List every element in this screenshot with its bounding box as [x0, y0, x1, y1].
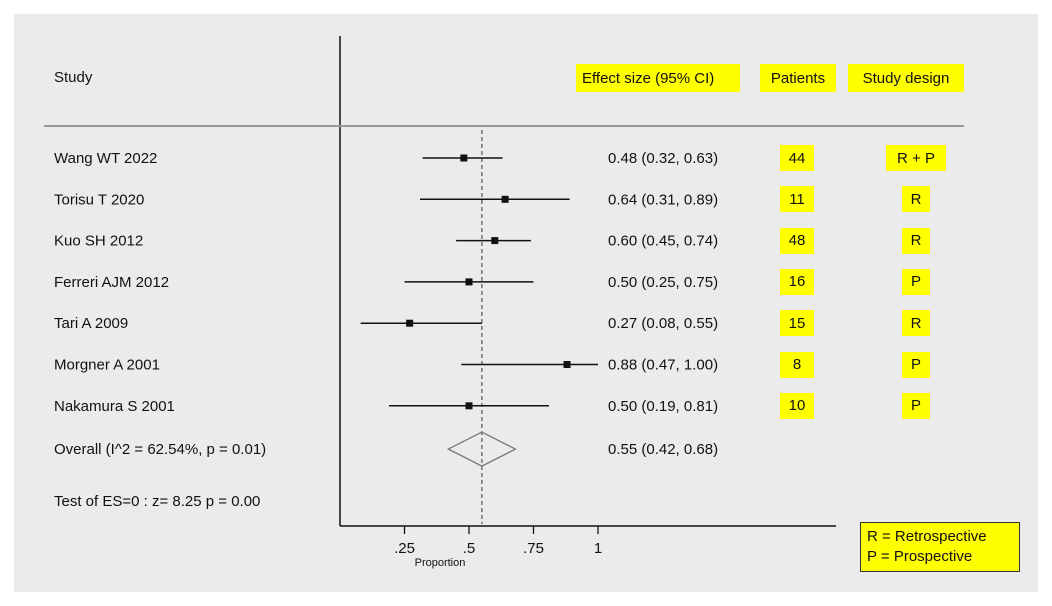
study-design: R + P	[886, 145, 946, 171]
study-design: R	[902, 310, 930, 336]
patients-count: 16	[780, 269, 814, 295]
point-estimate	[406, 320, 413, 327]
point-estimate	[564, 361, 571, 368]
point-estimate	[466, 402, 473, 409]
x-axis-label: Proportion	[415, 557, 466, 569]
ci-text: 0.50 (0.25, 0.75)	[608, 274, 718, 291]
study-design: R	[902, 186, 930, 212]
x-tick-label: .75	[523, 540, 544, 557]
ci-text: 0.60 (0.45, 0.74)	[608, 233, 718, 250]
point-estimate	[491, 237, 498, 244]
patients-count: 15	[780, 310, 814, 336]
header-study-design: Study design	[848, 64, 964, 92]
ci-text: 0.27 (0.08, 0.55)	[608, 315, 718, 332]
study-label: Torisu T 2020	[54, 191, 144, 208]
patients-count: 48	[780, 228, 814, 254]
ci-text: 0.64 (0.31, 0.89)	[608, 191, 718, 208]
study-label: Kuo SH 2012	[54, 233, 143, 250]
header-patients: Patients	[760, 64, 836, 92]
x-tick-label: .5	[463, 540, 476, 557]
ci-text: 0.88 (0.47, 1.00)	[608, 357, 718, 374]
test-statistic: Test of ES=0 : z= 8.25 p = 0.00	[54, 493, 260, 510]
study-label: Nakamura S 2001	[54, 398, 175, 415]
point-estimate	[466, 278, 473, 285]
x-tick-label: 1	[594, 540, 602, 557]
design-legend: R = Retrospective P = Prospective	[860, 522, 1020, 572]
legend-retrospective: R = Retrospective	[867, 527, 1013, 547]
overall-label: Overall (I^2 = 62.54%, p = 0.01)	[54, 441, 266, 458]
study-label: Tari A 2009	[54, 315, 128, 332]
study-design: P	[902, 393, 930, 419]
study-label: Ferreri AJM 2012	[54, 274, 169, 291]
overall-ci-text: 0.55 (0.42, 0.68)	[608, 441, 718, 458]
study-design: P	[902, 269, 930, 295]
legend-prospective: P = Prospective	[867, 547, 1013, 567]
study-design: P	[902, 352, 930, 378]
study-design: R	[902, 228, 930, 254]
patients-count: 44	[780, 145, 814, 171]
patients-count: 11	[780, 186, 814, 212]
ci-text: 0.48 (0.32, 0.63)	[608, 150, 718, 167]
patients-count: 8	[780, 352, 814, 378]
header-study: Study	[54, 69, 93, 86]
ci-text: 0.50 (0.19, 0.81)	[608, 398, 718, 415]
patients-count: 10	[780, 393, 814, 419]
study-label: Morgner A 2001	[54, 357, 160, 374]
point-estimate	[460, 155, 467, 162]
header-effect-size: Effect size (95% CI)	[576, 64, 740, 92]
point-estimate	[502, 196, 509, 203]
x-tick-label: .25	[394, 540, 415, 557]
study-label: Wang WT 2022	[54, 150, 157, 167]
